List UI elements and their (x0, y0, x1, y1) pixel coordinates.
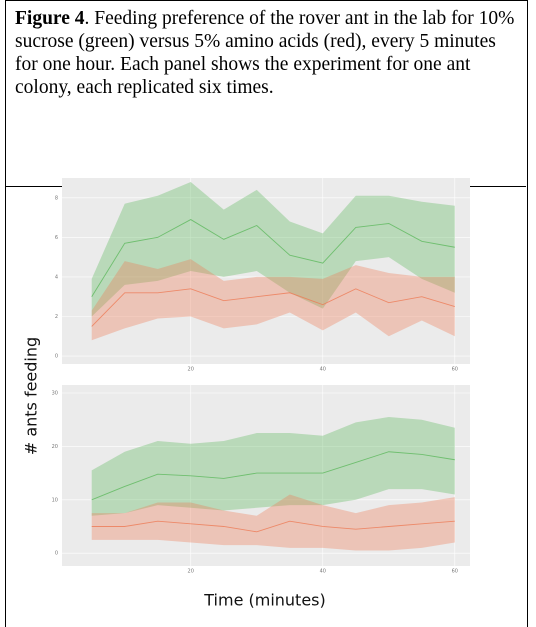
mean-line (91, 219, 455, 297)
x-tick-label: 60 (452, 367, 458, 373)
y-tick-label: 2 (55, 314, 58, 320)
error-band (91, 259, 455, 341)
y-tick-label: 0 (55, 551, 58, 557)
error-band (91, 494, 455, 551)
y-tick-label: 6 (55, 235, 58, 241)
mean-line (91, 520, 455, 533)
caption-text: . Feeding preference of the rover ant in… (15, 8, 515, 98)
caption-label: Figure 4 (15, 8, 85, 29)
mean-line (91, 451, 455, 501)
x-tick-label: 60 (452, 569, 458, 575)
figure-frame: Figure 4. Feeding preference of the rove… (5, 0, 528, 627)
x-tick-label: 20 (188, 569, 194, 575)
error-band (91, 181, 455, 317)
y-tick-label: 20 (52, 444, 58, 450)
mean-line (91, 288, 455, 327)
x-tick-label: 40 (320, 367, 326, 373)
plot-background (62, 385, 470, 566)
x-tick-label: 20 (188, 367, 194, 373)
y-tick-label: 10 (52, 497, 58, 503)
y-tick-label: 0 (55, 354, 58, 360)
y-axis-title: # ants feeding (22, 337, 41, 455)
error-band (91, 417, 455, 516)
y-tick-label: 4 (55, 274, 58, 280)
x-tick-label: 40 (320, 569, 326, 575)
plot-background (62, 178, 470, 364)
y-tick-label: 30 (52, 391, 58, 397)
caption: Figure 4. Feeding preference of the rove… (6, 1, 526, 187)
x-axis-title: Time (minutes) (203, 591, 326, 610)
y-tick-label: 8 (55, 195, 58, 201)
